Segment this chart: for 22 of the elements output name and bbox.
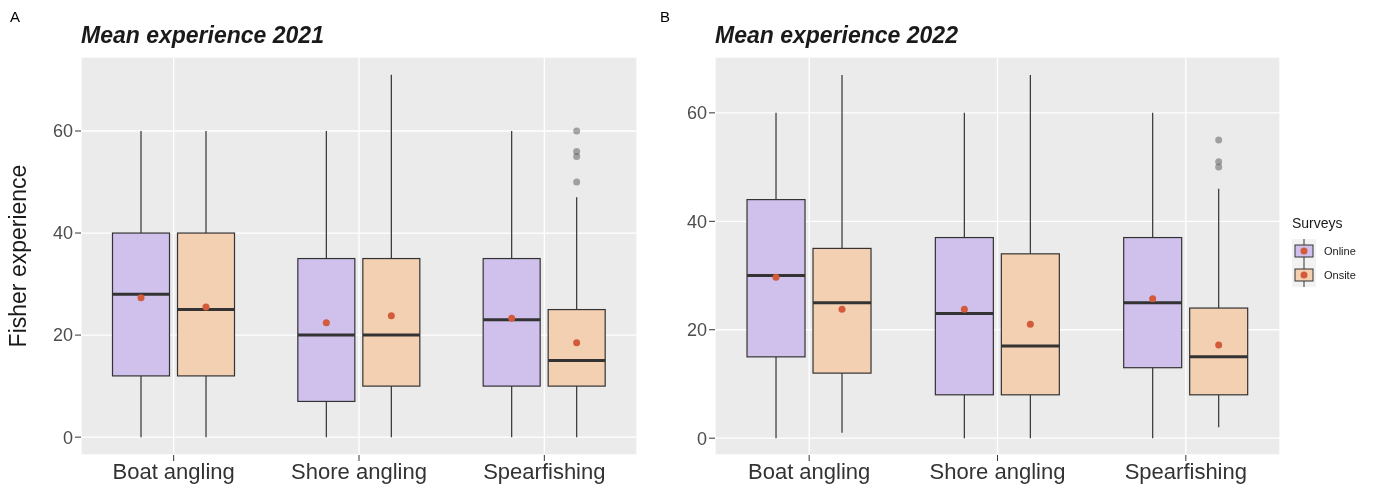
x-tick-label: Boat angling — [112, 458, 235, 484]
y-tick-label: 60 — [686, 103, 707, 124]
legend-label: Online — [1324, 245, 1356, 257]
x-tick-label: Boat angling — [748, 458, 871, 484]
y-tick-label: 40 — [686, 211, 707, 232]
chart-title: Mean experience 2021 — [81, 22, 324, 49]
y-axis-title: Fisher experience — [5, 164, 32, 348]
x-tick-label: Shore angling — [929, 458, 1066, 484]
y-tick-label: 60 — [52, 121, 73, 142]
x-tick-label: Spearfishing — [483, 458, 606, 484]
y-tick-label: 0 — [62, 427, 73, 448]
y-tick-label: 0 — [696, 428, 707, 449]
y-tick-label: 20 — [52, 325, 73, 346]
legend-title: Surveys — [1292, 215, 1344, 231]
y-tick-label: 20 — [686, 320, 707, 341]
text: A — [10, 8, 21, 25]
x-tick-label: Shore angling — [291, 458, 427, 484]
text: B — [660, 8, 671, 25]
chart-title: Mean experience 2022 — [715, 22, 958, 49]
y-tick-label: 40 — [52, 223, 73, 244]
x-tick-label: Spearfishing — [1124, 458, 1247, 484]
legend-label: Onsite — [1324, 269, 1356, 281]
